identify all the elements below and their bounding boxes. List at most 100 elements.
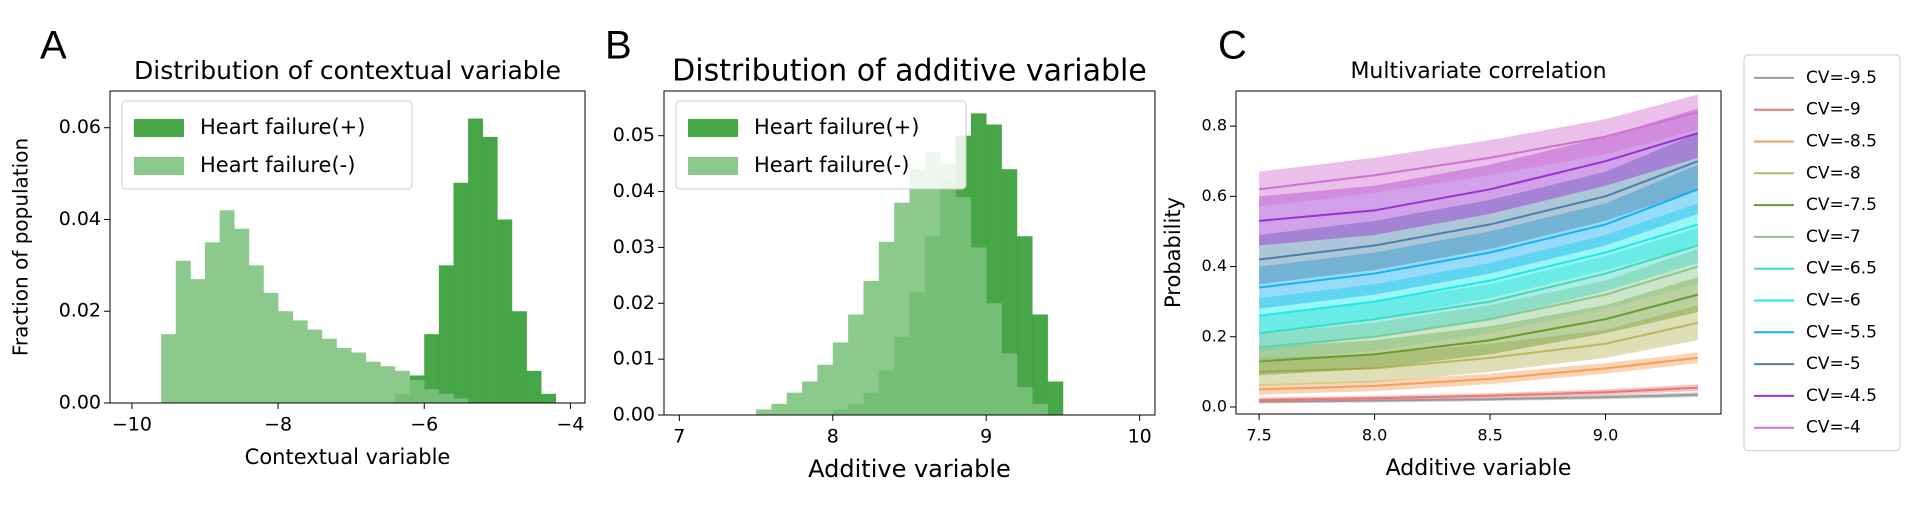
hist-bar [205, 242, 220, 403]
y-tick-label: 0.04 [59, 208, 101, 230]
x-axis-label: Additive variable [1386, 456, 1572, 481]
x-tick-label: 8.0 [1362, 426, 1387, 445]
line [1259, 356, 1699, 391]
y-tick-label: 0.04 [613, 180, 655, 202]
legend-label: Heart failure(+) [200, 115, 365, 139]
y-tick-label: 0.00 [59, 392, 101, 414]
x-tick-label: −4 [556, 414, 584, 436]
hist-bar [351, 352, 367, 403]
hist-bar [1047, 381, 1064, 415]
hist-bar [894, 202, 910, 415]
legend-label: CV=-6.5 [1806, 259, 1877, 279]
hist-bar [292, 320, 308, 403]
hist-bar [248, 265, 264, 403]
x-tick-label: 8.5 [1477, 426, 1502, 445]
x-tick-label: −10 [112, 414, 152, 436]
hist-bar [482, 136, 498, 403]
x-tick-label: 9.0 [1593, 426, 1618, 445]
hist-bar [453, 182, 469, 403]
confidence-band [1259, 352, 1698, 395]
legend-box [675, 100, 967, 190]
line [1258, 111, 1699, 191]
chart-title: Distribution of contextual variable [134, 56, 561, 85]
y-tick-label: 0.03 [613, 236, 655, 258]
axes-frame [109, 90, 586, 404]
hist-bar [863, 280, 880, 415]
line [1259, 293, 1699, 363]
line [1258, 160, 1699, 261]
confidence-band [1259, 94, 1698, 207]
hist-bar [832, 342, 849, 415]
hist-bar [468, 118, 483, 403]
hist-bar [380, 366, 396, 403]
legend-label: CV=-6 [1806, 291, 1861, 311]
hist-bar [234, 228, 250, 403]
line [1259, 321, 1699, 373]
x-axis-label: Additive variable [808, 455, 1011, 483]
legend-box [1743, 54, 1901, 452]
hist-bar [321, 338, 337, 403]
legend-box [121, 100, 413, 190]
x-tick-label: 8 [827, 426, 839, 448]
line [1259, 265, 1699, 349]
line [1259, 393, 1698, 403]
plot-area [756, 113, 1064, 415]
legend-swatch [688, 119, 738, 137]
hist-bar [756, 409, 772, 415]
y-tick-label: 0.05 [613, 124, 655, 146]
hist-bar [395, 370, 410, 403]
legend-label: CV=-9.5 [1806, 68, 1877, 88]
y-tick-label: 0.02 [613, 292, 655, 314]
hist-bar [278, 311, 293, 403]
hist-bar [986, 303, 1002, 415]
confidence-band [1259, 305, 1698, 386]
x-tick-label: 9 [980, 426, 992, 448]
hist-bar [1016, 236, 1033, 415]
hist-bar [848, 314, 864, 415]
hist-bar [219, 210, 235, 403]
hist-bar [336, 347, 352, 403]
legend-label: Heart failure(-) [200, 153, 355, 177]
y-axis-label: Probability [1161, 197, 1185, 308]
x-axis-label: Contextual variable [245, 445, 451, 469]
hist-bar [878, 241, 895, 415]
axes-frame [663, 90, 1156, 416]
x-tick-label: 7 [673, 426, 685, 448]
plot-area [1258, 94, 1699, 404]
hist-bar [424, 389, 440, 403]
hist-bar [802, 381, 818, 415]
y-tick-label: 0.6 [1202, 186, 1227, 205]
hist-bar [541, 393, 557, 403]
hist-bar [1001, 353, 1018, 415]
chart-title: Multivariate correlation [1350, 59, 1606, 84]
hist-bar [970, 247, 987, 415]
y-tick-label: 0.00 [613, 404, 655, 426]
y-tick-label: 0.0 [1202, 396, 1227, 415]
hist-bar [786, 392, 803, 415]
legend-label: Heart failure(-) [754, 153, 909, 177]
confidence-band [1259, 164, 1698, 309]
legend-label: CV=-4.5 [1806, 386, 1877, 406]
y-tick-label: 0.01 [613, 348, 655, 370]
x-tick-label: −6 [410, 414, 438, 436]
hist-bar [1032, 314, 1048, 415]
confidence-band [1259, 248, 1698, 362]
hist-bar [817, 364, 834, 415]
line [1258, 188, 1699, 289]
x-tick-label: −8 [264, 414, 292, 436]
hist-bar [263, 292, 279, 403]
hist-bar [497, 219, 513, 403]
hist-bar [438, 393, 454, 403]
panel-label: A [40, 24, 67, 68]
hist-bar [526, 370, 542, 403]
axes-frame [1235, 90, 1722, 415]
legend-label: CV=-5 [1806, 354, 1861, 374]
legend-label: CV=-5.5 [1806, 322, 1877, 342]
legend-swatch [688, 157, 738, 175]
line [1259, 132, 1699, 222]
x-tick-label: 7.5 [1246, 426, 1271, 445]
hist-bar [424, 334, 440, 403]
hist-bar [955, 197, 972, 415]
hist-bar [365, 361, 381, 403]
